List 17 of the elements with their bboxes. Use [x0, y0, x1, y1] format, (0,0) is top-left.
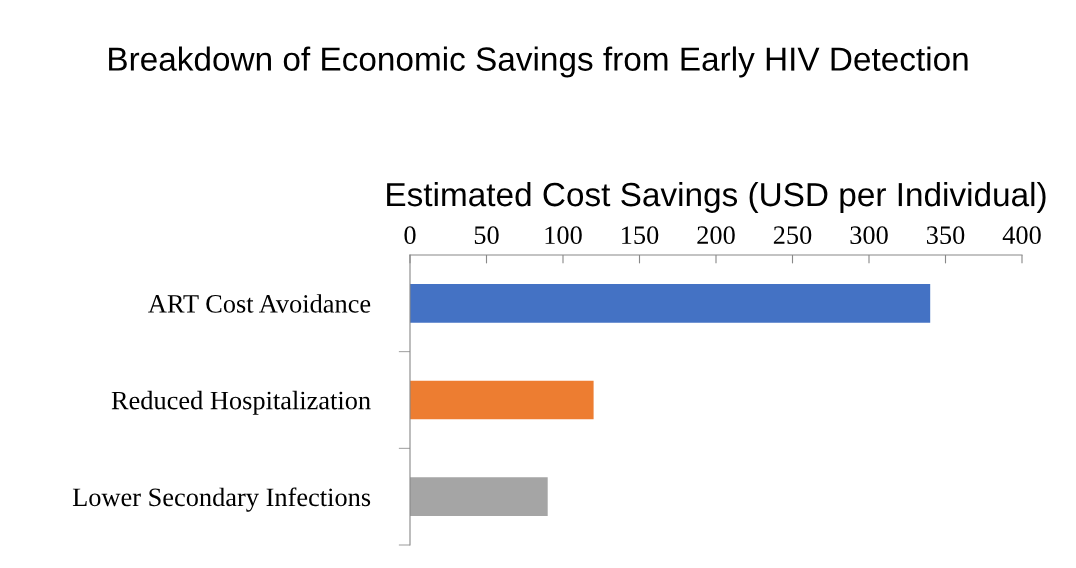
x-tick-label: 100	[545, 226, 582, 245]
x-tick-label: 250	[773, 226, 812, 245]
bar	[410, 284, 931, 323]
bar	[410, 380, 594, 420]
chart-title: Breakdown of Economic Savings from Early HIV Detection	[109, 46, 968, 78]
y-tick-label: ART Cost Avoidance	[148, 294, 371, 313]
x-tick-label: 200	[697, 226, 735, 245]
x-tick-label: 50	[474, 226, 499, 245]
x-axis-title: Estimated Cost Savings (USD per Individual)	[387, 181, 1046, 213]
x-tick-label: 400	[1002, 226, 1041, 245]
x-tick-label: 300	[850, 226, 888, 245]
x-tick-label: 350	[926, 226, 965, 245]
x-tick-label: 150	[622, 226, 659, 245]
y-tick-label: Reduced Hospitalization	[111, 390, 371, 415]
y-tick-label: Lower Secondary Infections	[72, 487, 371, 512]
bar	[410, 477, 548, 516]
x-tick-label: 0	[404, 226, 416, 245]
